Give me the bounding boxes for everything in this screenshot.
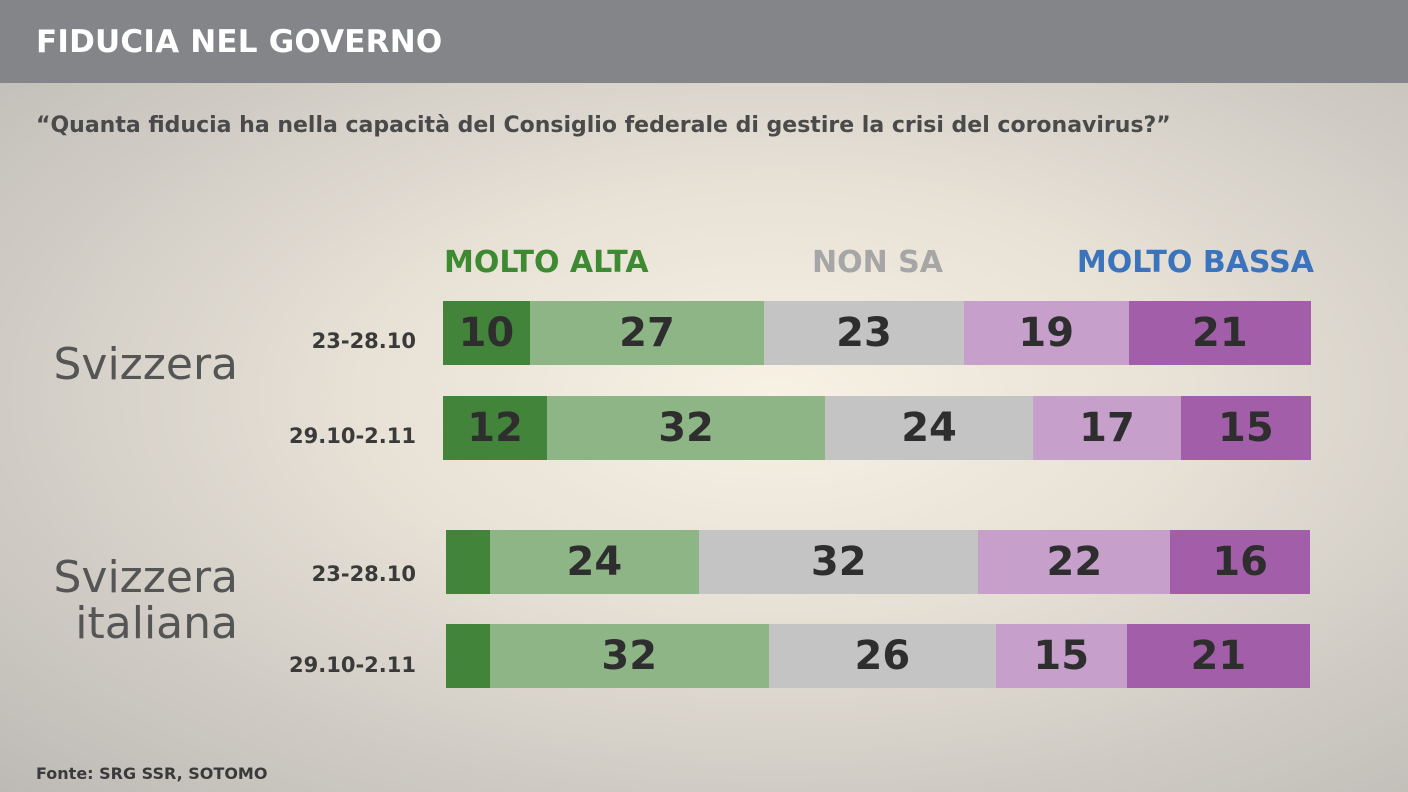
segment-value-label: 32: [810, 539, 867, 585]
chart-title: FIDUCIA NEL GOVERNO: [36, 24, 443, 60]
bar-segment: 19: [963, 301, 1129, 365]
bar-segment: 32: [489, 624, 769, 688]
group-label-line: Svizzera: [53, 552, 238, 603]
row-label: 23-28.10: [311, 329, 416, 353]
segment-value-label: 24: [901, 405, 957, 451]
stacked-bar: 24 32 22 16: [446, 530, 1310, 594]
row-label: 29.10-2.11: [289, 653, 416, 677]
group-label-svizzera-italiana: Svizzera italiana: [53, 555, 238, 647]
source-note: Fonte: SRG SSR, SOTOMO: [36, 764, 268, 783]
segment-value-label: 21: [1191, 310, 1248, 356]
bar-segment: 21: [1128, 301, 1311, 365]
segment-value-label: 16: [1212, 539, 1268, 585]
row-label: 29.10-2.11: [289, 424, 416, 448]
segment-value-label: 24: [566, 539, 623, 585]
bar-segment: 23: [764, 301, 964, 365]
bar-segment: [446, 530, 490, 594]
segment-value-label: 21: [1190, 633, 1247, 679]
segment-value-label: 32: [601, 633, 658, 679]
segment-value-label: 19: [1018, 310, 1075, 356]
segment-value-label: 17: [1079, 405, 1135, 451]
bar-segment: [446, 624, 490, 688]
segment-value-label: 12: [467, 405, 523, 451]
header-bar: [0, 0, 1408, 83]
bar-segment: 15: [995, 624, 1127, 688]
bar-segment: 26: [768, 624, 996, 688]
stacked-bar: 32 26 15 21: [446, 624, 1310, 688]
legend-molto-alta: MOLTO ALTA: [444, 245, 649, 280]
bar-segment: 32: [699, 530, 979, 594]
segment-value-label: 23: [836, 310, 892, 356]
bar-segment: 15: [1180, 396, 1311, 460]
bar-segment: 12: [443, 396, 548, 460]
legend-non-sa: NON SA: [812, 245, 943, 280]
bar-segment: 27: [529, 301, 765, 365]
chart-subtitle: “Quanta fiducia ha nella capacità del Co…: [36, 113, 1171, 138]
row-label: 23-28.10: [311, 562, 416, 586]
segment-value-label: 15: [1033, 633, 1090, 679]
bar-segment: 22: [978, 530, 1171, 594]
segment-value-label: 10: [458, 310, 515, 356]
bar-segment: 17: [1033, 396, 1181, 460]
group-label-svizzera: Svizzera: [53, 339, 238, 390]
segment-value-label: 32: [658, 405, 714, 451]
segment-value-label: 26: [854, 633, 911, 679]
segment-value-label: 15: [1218, 405, 1274, 451]
stacked-bar: 10 27 23 19 21: [443, 301, 1311, 365]
bar-segment: 21: [1126, 624, 1310, 688]
group-label-line: italiana: [75, 598, 238, 649]
stacked-bar: 12 32 24 17 15: [443, 396, 1311, 460]
legend-molto-bassa: MOLTO BASSA: [1076, 245, 1314, 280]
bar-segment: 10: [443, 301, 530, 365]
bar-segment: 24: [824, 396, 1034, 460]
segment-value-label: 27: [619, 310, 675, 356]
bar-segment: 24: [489, 530, 700, 594]
bar-segment: 32: [547, 396, 825, 460]
segment-value-label: 22: [1046, 539, 1103, 585]
bar-segment: 16: [1170, 530, 1310, 594]
